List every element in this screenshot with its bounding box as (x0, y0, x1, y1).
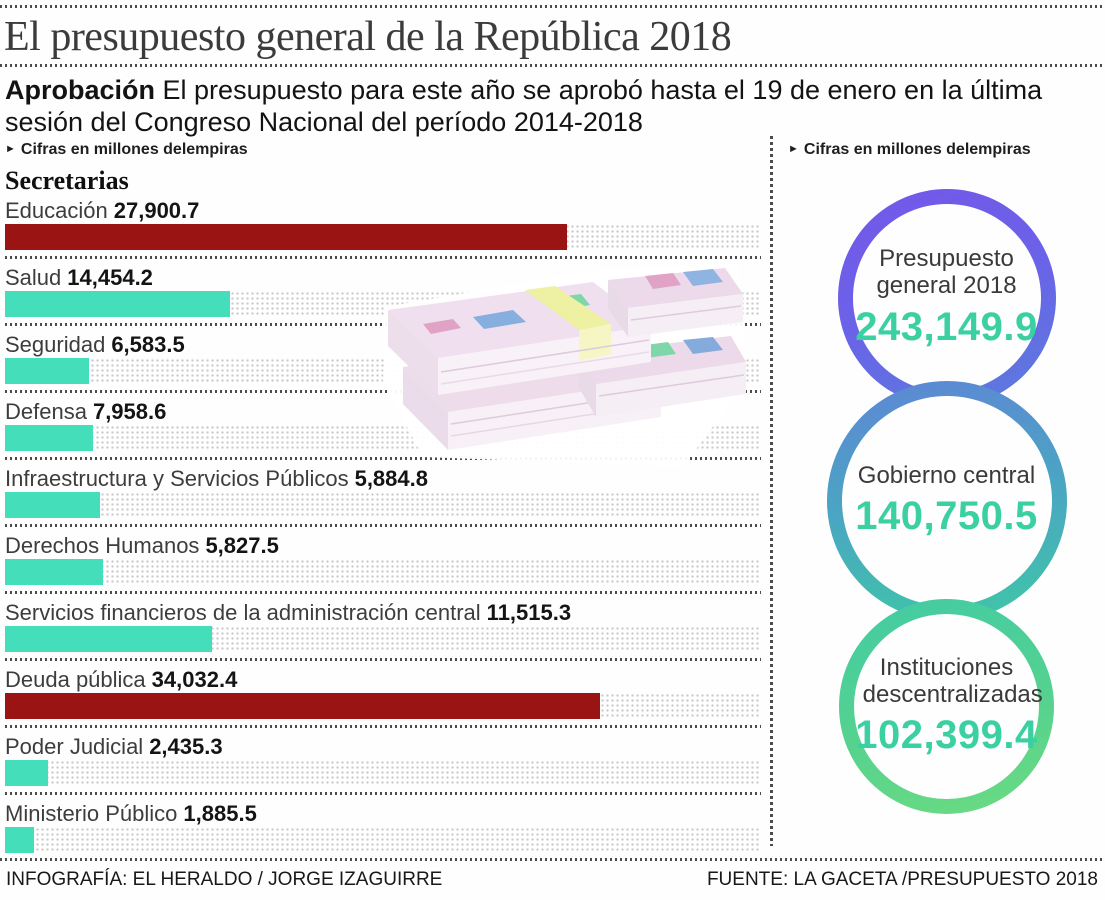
bar-category: Derechos Humanos (5, 533, 200, 558)
bar-value: 34,032.4 (151, 667, 238, 692)
bar-category: Deuda pública (5, 667, 146, 692)
totals-panel: ► Cifras en millones delempiras Presupue… (788, 141, 1105, 814)
circle-badge: Instituciones descentralizadas 102,399.4 (839, 599, 1054, 814)
footer-rule (0, 858, 1105, 861)
infografia-credit: INFOGRAFÍA: EL HERALDO / JORGE IZAGUIRRE (6, 869, 443, 890)
bar-label-line: Poder Judicial 2,435.3 (5, 735, 761, 759)
bar (5, 559, 104, 585)
units-note-right: ► Cifras en millones delempiras (788, 141, 1105, 159)
lead-paragraph: Aprobación El presupuesto para este año … (5, 74, 1085, 139)
bar-row: Derechos Humanos 5,827.5 (5, 534, 761, 594)
bar (5, 760, 49, 786)
bar (5, 492, 101, 518)
bar-track (5, 827, 761, 853)
bar-label-line: Derechos Humanos 5,827.5 (5, 534, 761, 558)
bar-label-line: Educación 27,900.7 (5, 199, 761, 223)
bar-category: Educación (5, 198, 108, 223)
arrow-bullet-icon: ► (788, 143, 799, 155)
circle-badge: Presupuesto general 2018 243,149.9 (837, 189, 1056, 407)
units-note-left: ► Cifras en millones delempiras (5, 141, 761, 159)
fuente-credit: FUENTE: LA GACETA /PRESUPUESTO 2018 (706, 869, 1098, 890)
lead-label: Aprobación (5, 75, 156, 105)
bar-track (5, 224, 761, 250)
bar-category: Seguridad (5, 332, 106, 357)
bar-row: Poder Judicial 2,435.3 (5, 735, 761, 795)
bar-track (5, 626, 761, 652)
bar-label-line: Ministerio Público 1,885.5 (5, 802, 761, 826)
bar-category: Defensa (5, 399, 87, 424)
bar-label-line: Salud 14,454.2 (5, 266, 761, 290)
units-note-left-text: Cifras en millones delempiras (20, 141, 248, 158)
circle-label: Gobierno central (857, 461, 1036, 489)
bar-row: Ministerio Público 1,885.5 (5, 802, 761, 853)
bar-label-line: Servicios financieros de la administraci… (5, 601, 761, 625)
bar (5, 827, 34, 853)
units-note-right-text: Cifras en millones delempiras (803, 141, 1031, 158)
bar-label-line: Defensa 7,958.6 (5, 400, 761, 424)
bar-category: Servicios financieros de la administraci… (5, 600, 481, 625)
circle-label: Instituciones descentralizadas (862, 653, 1043, 708)
bar (5, 425, 94, 451)
bar-value: 7,958.6 (92, 399, 167, 424)
row-divider (5, 390, 761, 393)
bar-row: Infraestructura y Servicios Públicos 5,88… (5, 467, 761, 527)
row-divider (5, 256, 761, 259)
row-divider (5, 591, 761, 594)
bar-value: 5,827.5 (205, 533, 279, 558)
top-rule (0, 5, 1105, 8)
bar (5, 626, 213, 652)
circle-badge: Gobierno central 140,750.5 (826, 381, 1067, 621)
bar-value: 2,435.3 (149, 734, 223, 759)
bar (5, 693, 600, 719)
row-divider (5, 658, 761, 661)
row-divider (5, 524, 761, 527)
bar-category: Ministerio Público (5, 801, 178, 826)
bar-label-line: Infraestructura y Servicios Públicos 5,88… (5, 467, 761, 491)
bar-category: Infraestructura y Servicios Públicos (5, 466, 349, 491)
bar-track (5, 559, 761, 585)
bars-panel: ► Cifras en millones delempiras Secretar… (5, 141, 761, 860)
bar-value: 11,515.3 (486, 600, 572, 625)
circle-value: 140,750.5 (855, 494, 1038, 539)
bar-value: 5,884.8 (354, 466, 428, 491)
row-divider (5, 725, 761, 728)
bar (5, 224, 568, 250)
bar-value: 6,583.5 (111, 332, 185, 357)
bar-label-line: Deuda pública 34,032.4 (5, 668, 761, 692)
bar (5, 358, 89, 384)
footer: INFOGRAFÍA: EL HERALDO / JORGE IZAGUIRRE… (6, 869, 1098, 891)
money-stacks-image (383, 264, 746, 467)
circle-badges: Presupuesto general 2018 243,149.9 Gobie… (788, 189, 1105, 814)
bar-track (5, 760, 761, 786)
section-title: Secretarias (5, 166, 129, 195)
bar-row: Servicios financieros de la administraci… (5, 601, 761, 661)
bar-track (5, 693, 761, 719)
arrow-bullet-icon: ► (5, 143, 16, 155)
bar-category: Poder Judicial (5, 734, 144, 759)
circle-value: 243,149.9 (855, 304, 1038, 349)
circle-value: 102,399.4 (855, 713, 1038, 758)
page-title: El presupuesto general de la República 2… (4, 14, 732, 60)
bar-category: Salud (5, 265, 62, 290)
bar-rows: Educación 27,900.7 Salud 14,454.2 Segurida… (5, 199, 761, 853)
bar-value: 27,900.7 (113, 198, 200, 223)
row-divider (5, 792, 761, 795)
bar-value: 14,454.2 (67, 265, 153, 290)
column-divider (770, 136, 773, 846)
row-divider (5, 457, 761, 460)
bar-row: Educación 27,900.7 (5, 199, 761, 259)
circle-label: Presupuesto general 2018 (876, 245, 1017, 299)
bar (5, 291, 230, 317)
bar-row: Deuda pública 34,032.4 (5, 668, 761, 728)
bar-label-line: Seguridad 6,583.5 (5, 333, 761, 357)
bar-track (5, 492, 761, 518)
bar-value: 1,885.5 (183, 801, 257, 826)
lead-text: El presupuesto para este año se aprobó h… (5, 75, 1043, 138)
row-divider (5, 323, 761, 326)
title-rule (0, 64, 1105, 67)
